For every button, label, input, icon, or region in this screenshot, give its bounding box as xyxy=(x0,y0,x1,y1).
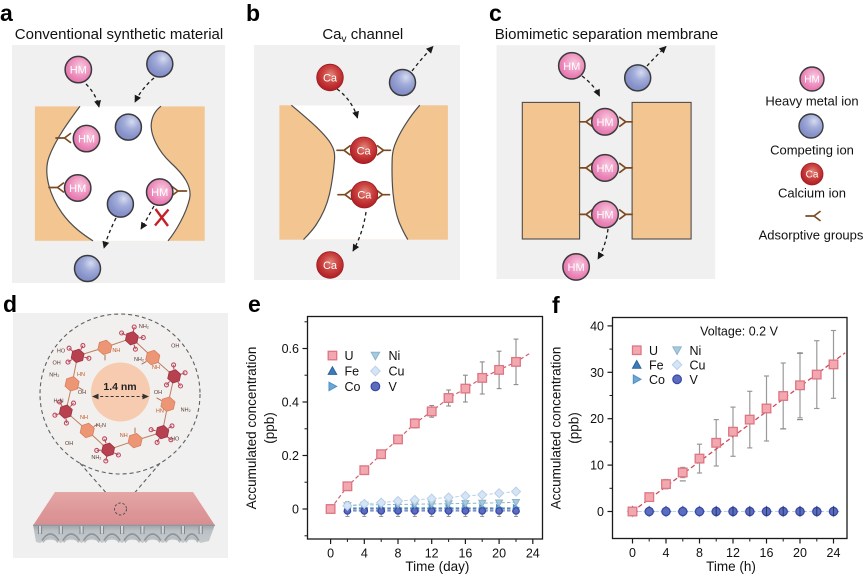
svg-text:HM: HM xyxy=(804,75,820,86)
svg-text:Time (day): Time (day) xyxy=(405,559,469,574)
svg-text:HM: HM xyxy=(78,134,95,146)
svg-text:20: 20 xyxy=(590,412,604,426)
svg-text:c: c xyxy=(489,0,502,26)
svg-text:0.4: 0.4 xyxy=(282,396,299,410)
svg-text:HO: HO xyxy=(171,436,180,442)
svg-text:24: 24 xyxy=(526,547,540,561)
svg-text:(ppb): (ppb) xyxy=(567,412,582,444)
svg-text:HN: HN xyxy=(77,372,85,378)
svg-text:0: 0 xyxy=(629,546,636,560)
svg-text:Accumulated concentration: Accumulated concentration xyxy=(549,347,564,510)
svg-text:NH: NH xyxy=(152,365,160,371)
svg-text:OH: OH xyxy=(154,390,162,396)
svg-text:Biomimetic separation membrane: Biomimetic separation membrane xyxy=(495,26,718,43)
svg-text:8: 8 xyxy=(696,546,703,560)
svg-text:(ppb): (ppb) xyxy=(262,412,277,444)
svg-text:NH: NH xyxy=(112,348,120,354)
svg-text:10: 10 xyxy=(590,459,604,473)
svg-text:HM: HM xyxy=(563,61,580,73)
svg-text:U: U xyxy=(345,349,354,363)
svg-text:Voltage: 0.2 V: Voltage: 0.2 V xyxy=(700,325,779,339)
svg-text:12: 12 xyxy=(425,547,439,561)
svg-text:24: 24 xyxy=(827,546,841,560)
svg-text:HM: HM xyxy=(596,209,613,221)
svg-text:Ca: Ca xyxy=(323,260,338,272)
svg-text:HM: HM xyxy=(568,262,585,274)
svg-text:HM: HM xyxy=(596,117,613,129)
svg-text:Ca: Ca xyxy=(806,170,819,181)
svg-text:Ni: Ni xyxy=(389,349,401,363)
svg-text:NH: NH xyxy=(120,433,128,439)
svg-text:0.6: 0.6 xyxy=(282,342,299,356)
svg-text:4: 4 xyxy=(361,547,368,561)
svg-text:NH₂: NH₂ xyxy=(49,372,59,378)
svg-text:HN: HN xyxy=(156,409,164,415)
svg-text:Calcium ion: Calcium ion xyxy=(778,186,846,201)
svg-text:OH: OH xyxy=(52,360,60,366)
svg-text:Cu: Cu xyxy=(690,358,706,372)
svg-text:8: 8 xyxy=(395,547,402,561)
svg-text:0.2: 0.2 xyxy=(282,449,299,463)
svg-text:d: d xyxy=(3,291,17,317)
svg-text:NH₂: NH₂ xyxy=(181,408,191,414)
svg-text:NH₂: NH₂ xyxy=(91,455,101,461)
svg-text:f: f xyxy=(552,292,560,318)
svg-text:20: 20 xyxy=(492,547,506,561)
svg-text:Heavy metal ion: Heavy metal ion xyxy=(765,94,858,109)
svg-text:Ca: Ca xyxy=(357,190,372,202)
svg-text:V: V xyxy=(389,380,398,394)
svg-text:V: V xyxy=(690,373,699,387)
svg-text:b: b xyxy=(246,0,260,26)
svg-text:HO: HO xyxy=(57,349,66,355)
svg-text:NH₂: NH₂ xyxy=(139,324,149,330)
svg-text:Conventional synthetic materia: Conventional synthetic material xyxy=(15,26,223,43)
svg-text:a: a xyxy=(0,0,13,26)
svg-text:U: U xyxy=(649,344,658,358)
svg-text:30: 30 xyxy=(590,366,604,380)
svg-text:16: 16 xyxy=(458,547,472,561)
svg-text:Fe: Fe xyxy=(345,365,360,379)
svg-text:Fe: Fe xyxy=(649,358,664,372)
svg-text:H₂N: H₂N xyxy=(96,423,106,429)
svg-text:0: 0 xyxy=(327,547,334,561)
svg-text:HM: HM xyxy=(596,163,613,175)
svg-text:1.4 nm: 1.4 nm xyxy=(103,381,136,393)
svg-text:Competing ion: Competing ion xyxy=(770,143,854,158)
svg-text:Cu: Cu xyxy=(389,365,405,379)
svg-text:OH: OH xyxy=(78,390,86,396)
svg-text:Ca: Ca xyxy=(323,73,338,85)
svg-text:OH: OH xyxy=(171,344,179,350)
svg-text:0: 0 xyxy=(597,505,604,519)
svg-text:Ca: Ca xyxy=(357,145,372,157)
svg-text:Co: Co xyxy=(345,380,361,394)
svg-text:16: 16 xyxy=(760,546,774,560)
svg-text:NH₂: NH₂ xyxy=(134,357,144,363)
svg-text:e: e xyxy=(248,291,261,317)
svg-text:HM: HM xyxy=(151,187,168,199)
svg-text:4: 4 xyxy=(663,546,670,560)
svg-text:Cav channel: Cav channel xyxy=(322,26,403,45)
svg-text:40: 40 xyxy=(590,319,604,333)
svg-text:20: 20 xyxy=(793,546,807,560)
svg-text:Ni: Ni xyxy=(690,344,702,358)
svg-text:H₂N: H₂N xyxy=(54,399,64,405)
svg-text:12: 12 xyxy=(726,546,740,560)
svg-text:Adsorptive groups: Adsorptive groups xyxy=(759,228,864,243)
svg-text:Accumulated concentration: Accumulated concentration xyxy=(244,347,259,510)
svg-text:Time (h): Time (h) xyxy=(706,559,756,574)
svg-text:Co: Co xyxy=(649,373,665,387)
svg-text:0: 0 xyxy=(292,503,299,517)
svg-text:OH: OH xyxy=(65,441,73,447)
svg-text:HM: HM xyxy=(69,183,86,195)
svg-text:NH: NH xyxy=(80,415,88,421)
svg-text:HM: HM xyxy=(70,65,87,77)
